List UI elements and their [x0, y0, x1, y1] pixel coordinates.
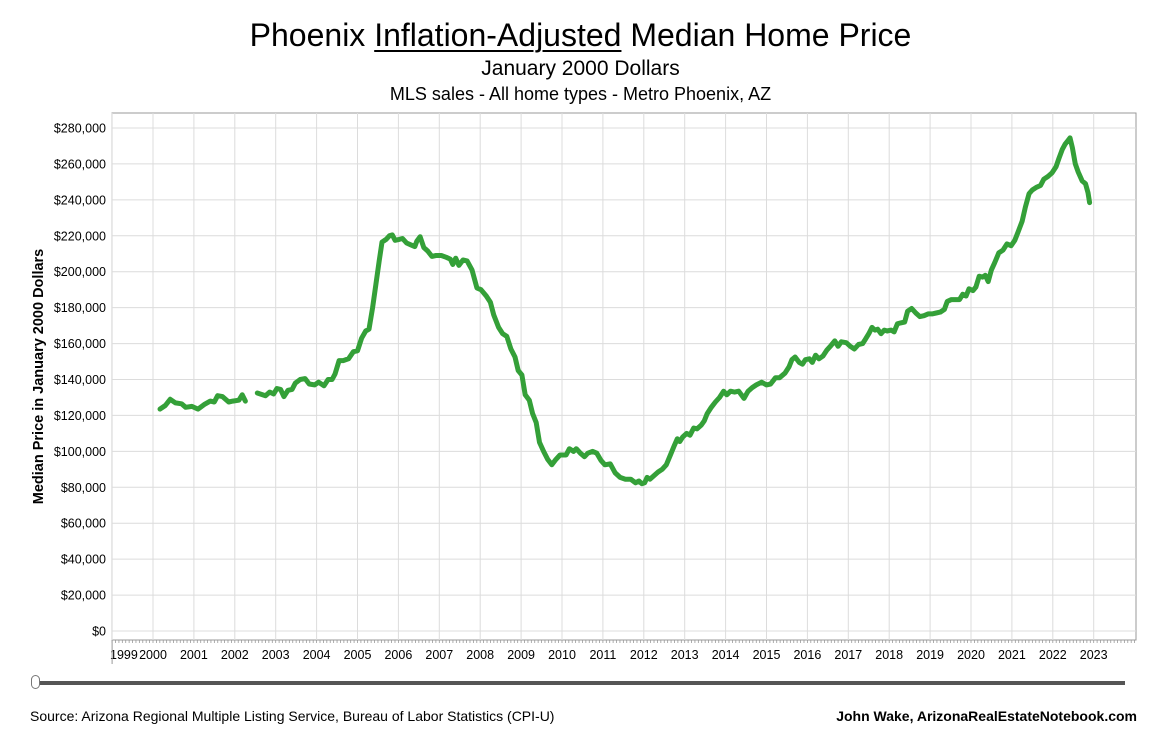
timeline-slider-track[interactable] — [36, 681, 1125, 685]
y-tick-label: $260,000 — [54, 157, 106, 171]
y-tick-label: $60,000 — [61, 517, 106, 531]
x-tick-label: 2001 — [180, 648, 208, 662]
y-tick-label: $120,000 — [54, 409, 106, 423]
x-tick-label: 2023 — [1080, 648, 1108, 662]
x-tick-label: 2002 — [221, 648, 249, 662]
x-tick-label: 2008 — [466, 648, 494, 662]
x-tick-label: 2019 — [916, 648, 944, 662]
x-tick-label: 2004 — [303, 648, 331, 662]
chart-subtitle-secondary: MLS sales - All home types - Metro Phoen… — [389, 84, 772, 104]
x-tick-label: 2000 — [139, 648, 167, 662]
x-tick-label: 2003 — [262, 648, 290, 662]
x-tick-label: 2005 — [344, 648, 372, 662]
y-tick-label: $20,000 — [61, 589, 106, 603]
x-tick-label: 2020 — [957, 648, 985, 662]
x-tick-label: 2021 — [998, 648, 1026, 662]
y-tick-label: $0 — [92, 625, 106, 639]
x-tick-label: 2006 — [384, 648, 412, 662]
x-tick-label: 2013 — [671, 648, 699, 662]
y-tick-label: $180,000 — [54, 301, 106, 315]
chart-title-underlined: Inflation-Adjusted — [374, 17, 622, 53]
y-tick-label: $140,000 — [54, 373, 106, 387]
y-tick-label: $200,000 — [54, 265, 106, 279]
chart-title: Phoenix Inflation-Adjusted Median Home P… — [249, 17, 912, 53]
x-tick-label: 1999 — [110, 648, 138, 662]
price-series-line — [254, 135, 1093, 487]
x-tick-label: 2010 — [548, 648, 576, 662]
y-axis-label: Median Price in January 2000 Dollars — [31, 249, 47, 504]
y-tick-label: $40,000 — [61, 553, 106, 567]
plot-area — [111, 112, 1137, 641]
timeline-slider-handle[interactable] — [31, 675, 40, 689]
y-tick-label: $280,000 — [54, 122, 106, 136]
y-tick-label: $100,000 — [54, 445, 106, 459]
x-tick-label: 2012 — [630, 648, 658, 662]
y-tick-label: $160,000 — [54, 337, 106, 351]
y-tick-label: $80,000 — [61, 481, 106, 495]
x-tick-label: 2007 — [425, 648, 453, 662]
y-tick-label: $240,000 — [54, 193, 106, 207]
y-tick-label: $220,000 — [54, 229, 106, 243]
x-tick-label: 2017 — [834, 648, 862, 662]
price-series-line — [157, 392, 248, 412]
x-tick-label: 2018 — [875, 648, 903, 662]
x-tick-label: 2022 — [1039, 648, 1067, 662]
x-tick-label: 2011 — [589, 648, 616, 662]
x-tick-label: 2015 — [753, 648, 781, 662]
x-tick-label: 2016 — [793, 648, 821, 662]
chart-subtitle: January 2000 Dollars — [481, 57, 680, 80]
author-credit: John Wake, ArizonaRealEstateNotebook.com — [836, 708, 1137, 724]
x-tick-label: 2014 — [712, 648, 740, 662]
source-note: Source: Arizona Regional Multiple Listin… — [30, 708, 555, 724]
x-tick-label: 2009 — [507, 648, 535, 662]
